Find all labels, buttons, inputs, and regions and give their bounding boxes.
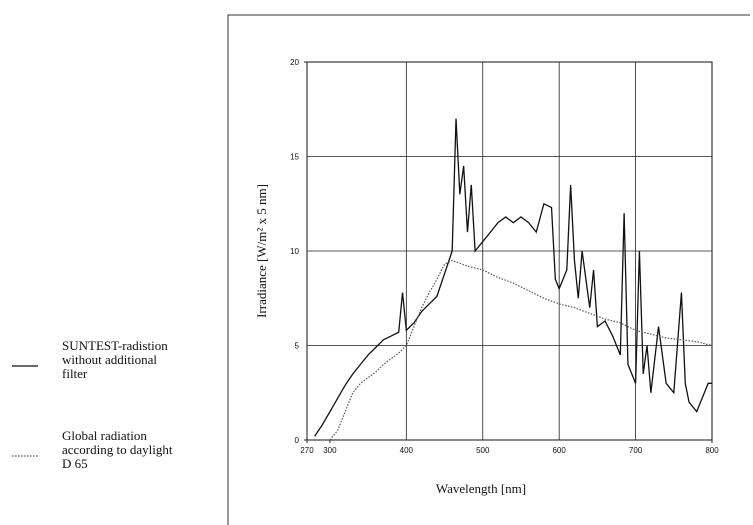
x-axis-label: Wavelength [nm] — [436, 481, 526, 496]
y-axis-label: Irradiance [W/m² x 5 nm] — [254, 184, 269, 318]
series-line — [314, 118, 712, 437]
x-tick-label: 400 — [400, 446, 414, 455]
legend-label: SUNTEST-radistion without additional filte… — [62, 338, 168, 381]
y-tick-label: 20 — [290, 58, 299, 67]
y-tick-label: 10 — [290, 247, 299, 256]
x-tick-label: 500 — [476, 446, 490, 455]
y-tick-label: 5 — [295, 342, 300, 351]
x-tick-label: 270 — [300, 446, 314, 455]
frame — [227, 14, 750, 525]
legend-label: Global radiation according to daylight D 6… — [62, 428, 173, 471]
x-tick-label: 800 — [705, 446, 719, 455]
y-tick-label: 15 — [290, 153, 299, 162]
x-tick-label: 600 — [552, 446, 566, 455]
x-tick-label: 700 — [629, 446, 643, 455]
x-tick-label: 300 — [323, 446, 337, 455]
series-line — [329, 259, 713, 441]
y-tick-label: 0 — [295, 436, 300, 445]
